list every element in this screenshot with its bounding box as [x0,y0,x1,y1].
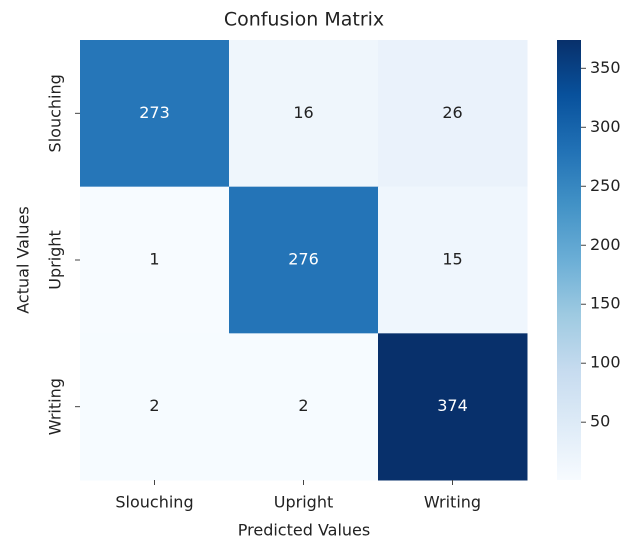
x-tick-label: Slouching [115,493,193,512]
cell-label: 26 [442,103,462,122]
heatmap-cell [80,333,230,481]
cell-label: 273 [139,103,170,122]
heatmap-cell [378,186,528,334]
colorbar-tick-label: 150 [590,294,621,313]
colorbar-tick-label: 250 [590,176,621,195]
heatmap-cell [229,333,379,481]
chart-title: Confusion Matrix [224,9,384,31]
heatmap-cell [80,40,230,188]
heatmap-cell [229,40,379,188]
colorbar [557,40,581,480]
y-tick-label: Slouching [46,74,65,152]
colorbar-tick-label: 200 [590,235,621,254]
y-tick-label: Upright [46,230,65,289]
cell-label: 15 [442,250,462,269]
x-axis-label: Predicted Values [238,521,370,540]
colorbar-tick-label: 50 [590,412,610,431]
x-tick-label: Upright [274,493,333,512]
cell-label: 2 [149,396,159,415]
colorbar-tick-label: 300 [590,117,621,136]
heatmap-cell [378,40,528,188]
cell-label: 276 [288,250,319,269]
colorbar-tick-label: 100 [590,353,621,372]
cell-label: 16 [293,103,313,122]
cell-label: 374 [437,396,468,415]
cell-label: 2 [298,396,308,415]
colorbar-tick-label: 350 [590,58,621,77]
heatmap-cell [229,186,379,334]
y-tick-label: Writing [46,378,65,435]
heatmap-cell [80,186,230,334]
heatmap-cell [378,333,528,481]
cell-label: 1 [149,250,159,269]
x-tick-label: Writing [424,493,481,512]
y-axis-label: Actual Values [14,206,33,313]
